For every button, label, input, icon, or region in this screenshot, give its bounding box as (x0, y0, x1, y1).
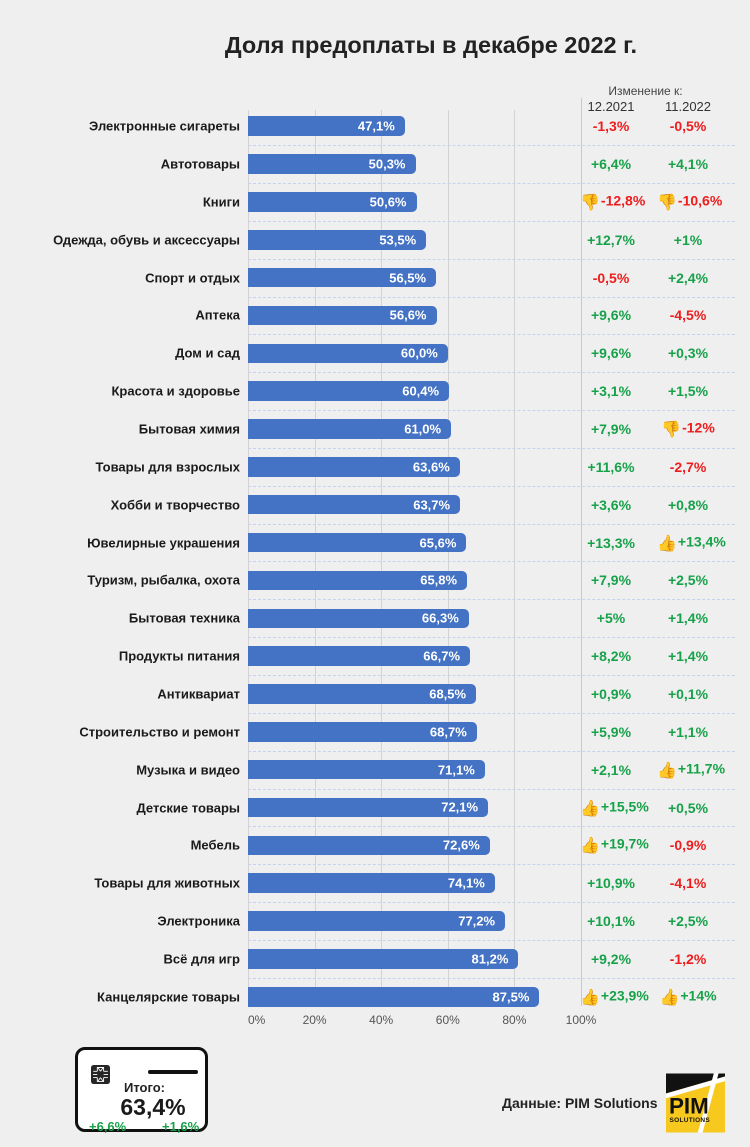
svg-text:SOLUTIONS: SOLUTIONS (670, 1117, 711, 1124)
svg-text:PIM: PIM (669, 1094, 709, 1119)
